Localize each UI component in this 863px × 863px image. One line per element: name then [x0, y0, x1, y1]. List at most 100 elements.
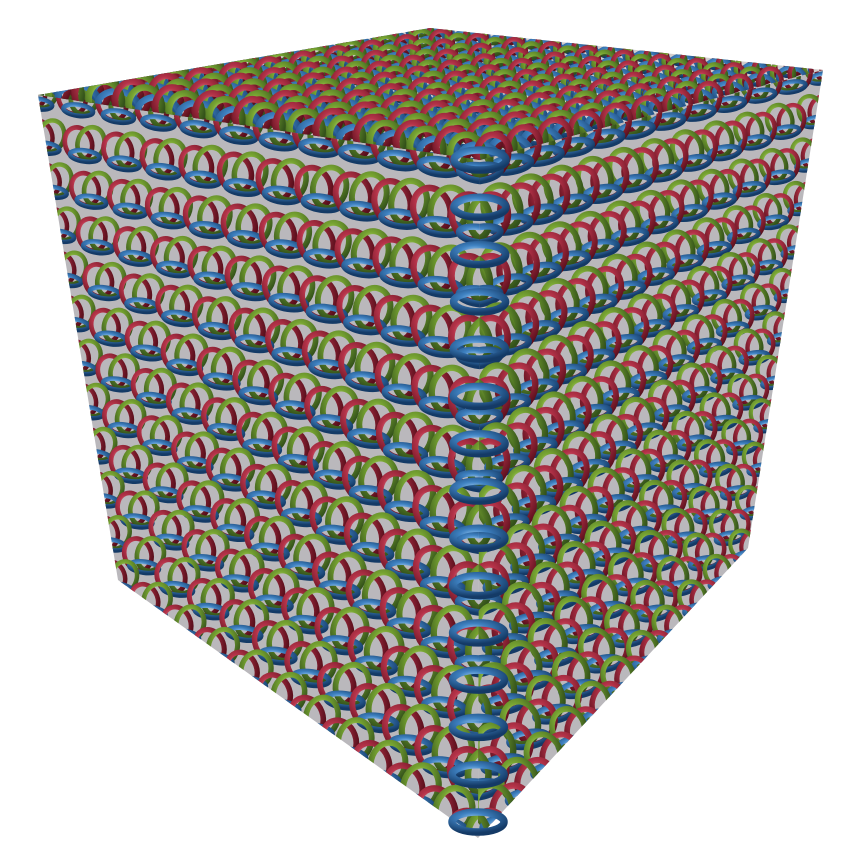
blue-ring [38, 96, 55, 112]
green-ring [363, 626, 405, 674]
blue-ring [721, 274, 756, 291]
blue-ring [732, 181, 767, 198]
green-ring [752, 193, 783, 229]
edge-blue-ring [450, 146, 510, 174]
blue-ring [750, 259, 784, 276]
red-ring [818, 51, 823, 80]
green-ring [688, 485, 720, 523]
green-ring [665, 179, 700, 220]
blue-ring [280, 507, 323, 528]
red-ring [425, 28, 452, 38]
green-ring [296, 587, 335, 632]
blue-ring [763, 169, 796, 186]
blue-ring [348, 484, 393, 506]
blue-ring [305, 303, 349, 324]
green-ring [758, 147, 789, 184]
blue-ring [636, 267, 675, 287]
blue-ring [315, 524, 359, 545]
green-ring [708, 508, 739, 544]
green-ring [398, 703, 441, 754]
blue-ring [744, 304, 777, 321]
green-ring [676, 362, 710, 402]
blue-ring [662, 304, 700, 323]
green-ring [322, 440, 362, 488]
green-ring [250, 411, 289, 455]
green-ring [478, 375, 493, 429]
green-ring [465, 437, 480, 490]
blue-ring [640, 215, 679, 235]
blue-ring [271, 346, 313, 367]
green-ring [465, 499, 480, 552]
green-ring [273, 211, 313, 257]
green-ring [388, 177, 431, 228]
blue-ring [738, 134, 772, 151]
blue-ring [318, 579, 361, 601]
green-ring [696, 168, 730, 208]
blue-ring [696, 240, 733, 259]
green-ring [134, 536, 167, 574]
blue-ring [100, 108, 137, 126]
green-ring [396, 586, 439, 637]
edge-blue-ring [448, 666, 509, 694]
green-ring [239, 255, 277, 299]
blue-ring [691, 289, 728, 307]
blue-ring [352, 598, 397, 620]
blue-ring [61, 102, 96, 119]
blue-ring [478, 469, 504, 494]
blue-ring [313, 469, 356, 490]
green-ring [327, 551, 367, 598]
blue-ring [706, 144, 743, 162]
blue-ring [310, 414, 354, 435]
green-ring [710, 298, 743, 336]
blue-ring [385, 558, 431, 581]
blue-ring [350, 541, 395, 563]
green-ring [317, 330, 357, 377]
blue-ring [106, 155, 143, 173]
green-ring [201, 245, 238, 288]
green-ring [332, 661, 372, 709]
blue-ring [681, 386, 718, 404]
green-ring [686, 265, 720, 305]
green-ring [721, 205, 754, 242]
blue-ring [418, 455, 466, 479]
edge-blue-ring [449, 524, 509, 553]
blue-ring [343, 314, 387, 336]
green-ring [764, 102, 795, 138]
blue-ring [176, 456, 214, 474]
blue-ring [308, 358, 351, 380]
blue-ring [179, 120, 218, 139]
green-ring [348, 171, 390, 219]
green-ring [478, 684, 492, 737]
green-ring [258, 515, 296, 560]
green-ring [701, 120, 735, 159]
edge-blue-ring [449, 382, 510, 411]
blue-ring [701, 192, 738, 210]
green-ring [478, 437, 493, 490]
blue-ring [628, 370, 668, 390]
green-ring [727, 158, 759, 196]
blue-ring [238, 386, 279, 406]
edge-blue-ring [448, 619, 509, 647]
blue-ring [246, 490, 287, 510]
blue-ring [455, 408, 480, 432]
green-ring [478, 252, 494, 306]
green-ring [360, 512, 401, 561]
green-ring [352, 284, 394, 333]
green-ring [393, 470, 437, 520]
green-ring [691, 217, 725, 256]
green-ring [465, 375, 480, 429]
green-ring [511, 173, 554, 223]
blue-ring [671, 204, 708, 222]
green-ring [464, 684, 480, 737]
green-ring [466, 252, 480, 306]
blue-ring [206, 422, 246, 442]
green-ring [669, 129, 705, 170]
green-ring [716, 251, 748, 289]
edge-blue-ring [449, 335, 510, 363]
green-ring [465, 560, 480, 614]
blue-ring [632, 318, 672, 338]
green-ring [746, 238, 777, 274]
green-ring [389, 236, 432, 286]
blue-ring [112, 202, 149, 220]
